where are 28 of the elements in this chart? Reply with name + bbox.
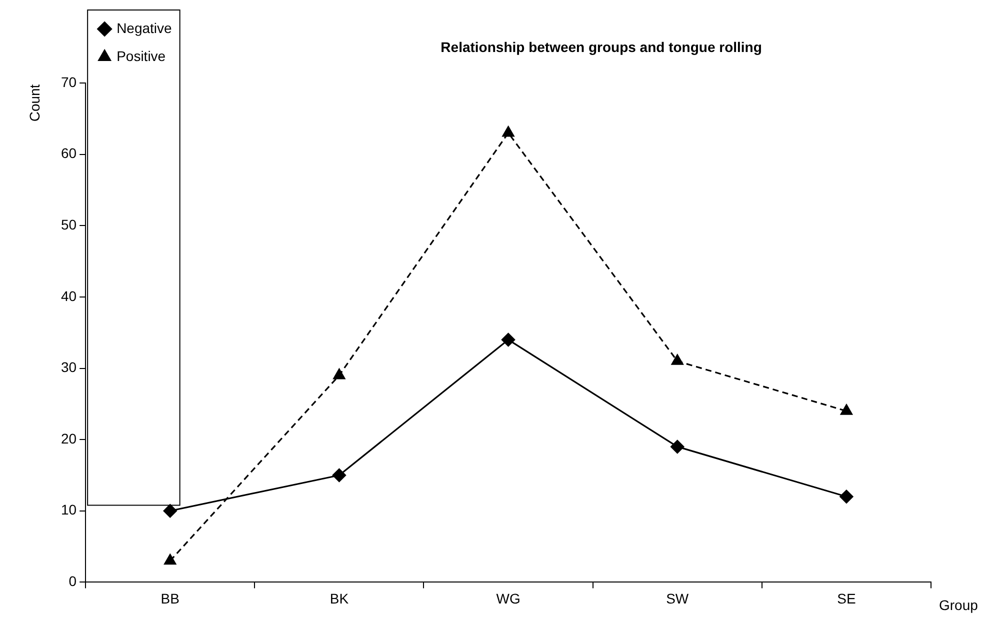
x-tick-label: WG <box>496 590 520 606</box>
point <box>163 504 177 518</box>
y-tick-label: 30 <box>60 359 77 376</box>
y-tick-label: 50 <box>60 216 77 232</box>
point <box>332 468 346 482</box>
y-tick-label: 60 <box>60 145 77 162</box>
point <box>840 490 854 504</box>
x-tick-label: BK <box>330 590 350 606</box>
point <box>333 368 346 380</box>
x-tick-label: SE <box>837 590 856 606</box>
chart-title: Relationship between groups and tongue rolling <box>440 38 762 55</box>
y-tick-label: 40 <box>60 288 77 304</box>
point <box>164 554 176 565</box>
y-axis-title: Count <box>26 84 42 122</box>
y-tick-label: 0 <box>68 573 77 590</box>
point <box>501 332 516 347</box>
point <box>670 440 684 454</box>
point <box>840 404 852 415</box>
legend-label: Positive <box>116 48 166 64</box>
y-tick-label: 20 <box>60 430 77 446</box>
x-tick-label: BB <box>160 590 180 606</box>
y-tick-label: 10 <box>60 502 77 518</box>
x-axis-title: Group <box>939 597 978 614</box>
legend-label: Negative <box>116 20 172 36</box>
point <box>671 354 684 365</box>
x-tick-label: SW <box>666 590 690 606</box>
y-tick-label: 70 <box>60 74 77 90</box>
point <box>502 126 514 137</box>
